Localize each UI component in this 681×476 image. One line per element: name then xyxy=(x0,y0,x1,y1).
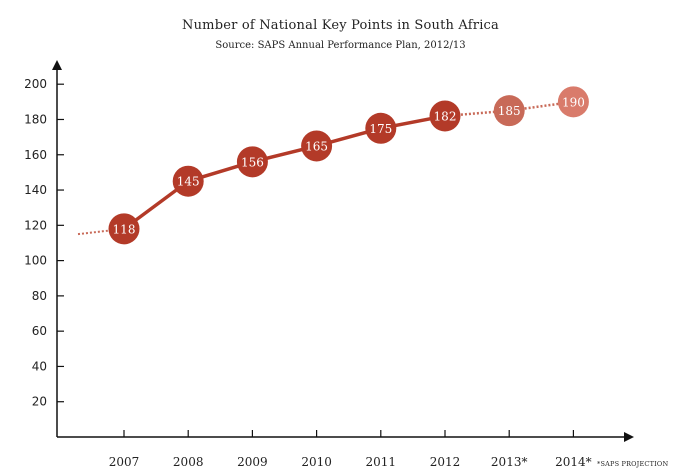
x-tick-label: 2010 xyxy=(301,455,332,469)
y-tick-label: 120 xyxy=(24,218,47,232)
y-tick-label: 60 xyxy=(32,324,47,338)
x-tick-label: 2013* xyxy=(491,455,528,469)
data-point-marker xyxy=(557,86,589,118)
y-tick-label: 100 xyxy=(24,254,47,268)
y-tick-label: 160 xyxy=(24,148,47,162)
chart-title: Number of National Key Points in South A… xyxy=(182,18,499,33)
data-point-marker xyxy=(429,100,461,132)
y-tick-label: 180 xyxy=(24,112,47,126)
y-tick-label: 80 xyxy=(32,289,47,303)
data-point-label: 165 xyxy=(305,139,328,153)
x-tick-label: 2011 xyxy=(366,455,397,469)
x-axis-arrow xyxy=(624,432,634,442)
data-point-label: 175 xyxy=(369,122,392,136)
x-tick-label: 2008 xyxy=(173,455,204,469)
y-tick-label: 200 xyxy=(24,77,47,91)
data-point-marker xyxy=(172,165,204,197)
data-point-marker xyxy=(365,112,397,144)
y-tick-label: 140 xyxy=(24,183,47,197)
data-point-label: 145 xyxy=(177,175,200,189)
x-tick-label: 2009 xyxy=(237,455,268,469)
chart-subtitle: Source: SAPS Annual Performance Plan, 20… xyxy=(215,40,466,51)
data-points: 118 145 156 165 175 182 185 190 xyxy=(108,86,589,245)
data-point-marker xyxy=(108,213,140,245)
series-line-actual xyxy=(122,114,446,231)
axis-labels: 20 40 60 80 100 120 140 160 180 200 2007 2008 2009 20… xyxy=(24,77,592,469)
data-point-marker xyxy=(301,130,333,162)
data-point-label: 190 xyxy=(562,95,585,109)
y-tick-label: 20 xyxy=(32,395,47,409)
projection-note: *SAPS PROJECTION xyxy=(597,460,668,468)
y-axis-arrow xyxy=(52,60,62,70)
y-tick-label: 40 xyxy=(32,359,47,373)
data-point-marker xyxy=(236,146,268,178)
x-tick-label: 2007 xyxy=(109,455,140,469)
data-point-label: 156 xyxy=(241,155,264,169)
axes xyxy=(52,60,634,442)
data-point-label: 182 xyxy=(434,109,457,123)
x-tick-label: 2012 xyxy=(430,455,461,469)
data-point-label: 118 xyxy=(113,222,136,236)
data-point-label: 185 xyxy=(498,104,521,118)
data-point-marker xyxy=(493,95,525,127)
x-tick-label: 2014* xyxy=(555,455,592,469)
